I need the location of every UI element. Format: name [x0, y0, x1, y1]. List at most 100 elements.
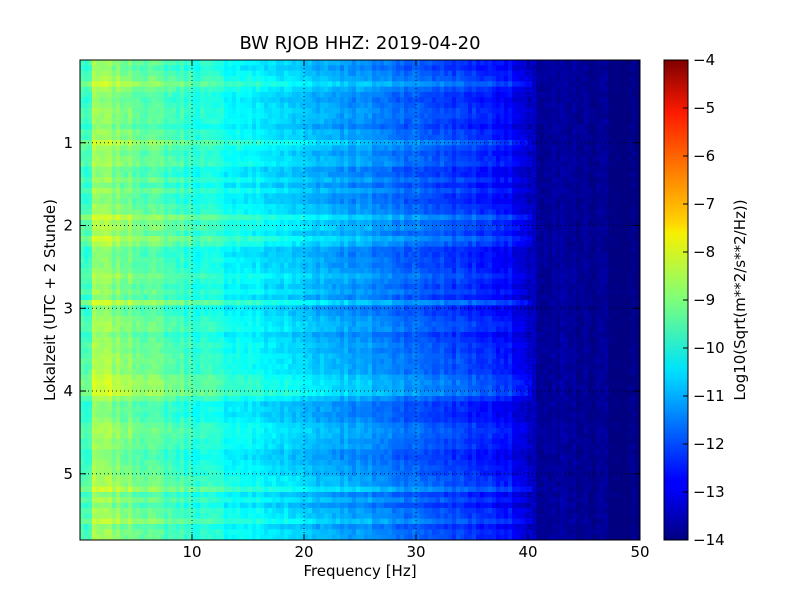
heatmap-cell — [252, 70, 257, 77]
heatmap-cell — [440, 118, 445, 125]
heatmap-cell — [212, 161, 217, 168]
heatmap-cell — [256, 236, 261, 242]
heatmap-cell — [116, 198, 121, 205]
heatmap-cell — [476, 118, 481, 125]
heatmap-cell — [412, 102, 417, 109]
heatmap-cell — [156, 86, 161, 93]
heatmap-cell — [520, 86, 525, 93]
heatmap-cell — [248, 81, 253, 88]
heatmap-cell — [444, 161, 449, 168]
heatmap-cell — [372, 76, 377, 82]
heatmap-cell — [608, 97, 613, 104]
heatmap-cell — [616, 97, 621, 104]
heatmap-cell — [460, 241, 465, 248]
heatmap-cell — [232, 118, 237, 125]
heatmap-cell — [124, 225, 129, 232]
heatmap-cell — [160, 65, 165, 72]
heatmap-cell — [360, 193, 365, 200]
heatmap-cell — [268, 198, 273, 205]
heatmap-cell — [448, 214, 453, 221]
heatmap-cell — [284, 134, 289, 141]
heatmap-cell — [632, 70, 637, 77]
heatmap-cell — [352, 129, 357, 136]
heatmap-cell — [300, 225, 305, 232]
heatmap-cell — [128, 209, 133, 216]
heatmap-cell — [580, 97, 585, 104]
heatmap-cell — [508, 124, 513, 130]
heatmap-cell — [108, 198, 113, 205]
heatmap-cell — [624, 230, 629, 237]
heatmap-cell — [512, 92, 517, 98]
heatmap-cell — [408, 150, 413, 157]
heatmap-cell — [276, 236, 281, 242]
heatmap-cell — [356, 76, 361, 82]
heatmap-cell — [604, 92, 609, 98]
heatmap-cell — [172, 124, 177, 130]
heatmap-cell — [132, 113, 137, 120]
heatmap-cell — [460, 198, 465, 205]
heatmap-cell — [120, 214, 125, 221]
heatmap-cell — [472, 108, 477, 114]
heatmap-cell — [480, 198, 485, 205]
heatmap-cell — [224, 156, 229, 162]
heatmap-cell — [468, 204, 473, 210]
heatmap-cell — [608, 108, 613, 114]
heatmap-cell — [332, 97, 337, 104]
heatmap-cell — [552, 70, 557, 77]
heatmap-cell — [392, 70, 397, 77]
heatmap-cell — [308, 230, 313, 237]
heatmap-cell — [524, 150, 529, 157]
heatmap-cell — [164, 161, 169, 168]
heatmap-cell — [108, 124, 113, 130]
heatmap-cell — [264, 188, 269, 194]
heatmap-cell — [204, 150, 209, 157]
heatmap-cell — [492, 70, 497, 77]
heatmap-cell — [312, 76, 317, 82]
heatmap-cell — [164, 145, 169, 152]
heatmap-cell — [184, 150, 189, 157]
heatmap-cell — [328, 140, 333, 146]
heatmap-cell — [120, 230, 125, 237]
heatmap-cell — [320, 225, 325, 232]
heatmap-cell — [220, 102, 225, 109]
heatmap-cell — [184, 108, 189, 114]
heatmap-cell — [340, 124, 345, 130]
heatmap-cell — [436, 241, 441, 248]
heatmap-cell — [212, 60, 217, 66]
heatmap-cell — [620, 60, 625, 66]
heatmap-cell — [364, 241, 369, 248]
heatmap-cell — [292, 129, 297, 136]
heatmap-cell — [108, 166, 113, 173]
heatmap-cell — [632, 193, 637, 200]
heatmap-cell — [108, 118, 113, 125]
heatmap-cell — [532, 76, 537, 82]
heatmap-cell — [284, 172, 289, 178]
heatmap-cell — [616, 172, 621, 178]
heatmap-cell — [252, 204, 257, 210]
heatmap-cell — [464, 172, 469, 178]
heatmap-cell — [244, 209, 249, 216]
heatmap-cell — [244, 214, 249, 221]
heatmap-cell — [196, 220, 201, 226]
heatmap-cell — [344, 220, 349, 226]
heatmap-cell — [368, 92, 373, 98]
heatmap-cell — [268, 134, 273, 141]
heatmap-cell — [356, 65, 361, 72]
heatmap-cell — [588, 172, 593, 178]
heatmap-cell — [332, 209, 337, 216]
heatmap-cell — [228, 140, 233, 146]
heatmap-cell — [164, 214, 169, 221]
heatmap-cell — [552, 76, 557, 82]
heatmap-cell — [484, 182, 489, 189]
heatmap-cell — [504, 60, 509, 66]
heatmap-cell — [116, 177, 121, 184]
heatmap-cell — [84, 225, 89, 232]
heatmap-cell — [308, 65, 313, 72]
heatmap-cell — [340, 246, 345, 253]
heatmap-cell — [460, 193, 465, 200]
heatmap-cell — [376, 65, 381, 72]
heatmap-cell — [396, 81, 401, 88]
heatmap-cell — [80, 246, 85, 253]
heatmap-cell — [564, 86, 569, 93]
heatmap-cell — [292, 86, 297, 93]
